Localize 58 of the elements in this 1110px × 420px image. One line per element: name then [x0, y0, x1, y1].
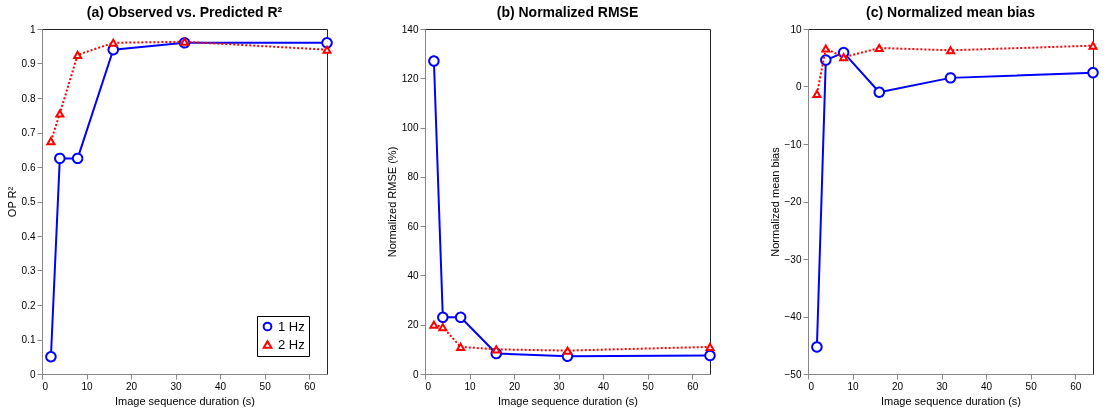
y-tick-label: 0.2 — [21, 299, 36, 311]
x-tick-label: 60 — [1070, 380, 1082, 392]
y-tick-label: 0.1 — [21, 334, 36, 345]
y-tick-label: −10 — [784, 138, 802, 150]
y-tick-label: 0.3 — [21, 265, 36, 276]
y-tick-label: 120 — [401, 72, 419, 84]
y-tick-label: 40 — [407, 269, 419, 281]
x-tick-label: 20 — [126, 380, 138, 392]
y-tick-label: 20 — [407, 319, 419, 331]
y-tick-label: 60 — [407, 220, 419, 232]
y-tick-label: 1 — [29, 23, 36, 35]
chart-title: (b) Normalized RMSE — [496, 4, 639, 20]
y-tick-label: 0.8 — [21, 92, 36, 104]
x-axis-title: Image sequence duration (s) — [880, 394, 1022, 407]
x-tick-label: 30 — [553, 380, 566, 392]
x-tick-label: 40 — [215, 380, 227, 392]
x-tick-label: 20 — [892, 380, 904, 392]
y-axis-title: Normalized RMSE (%) — [385, 146, 398, 258]
x-tick-label: 30 — [170, 380, 183, 392]
x-tick-label: 20 — [509, 380, 521, 392]
x-tick-label: 40 — [981, 380, 993, 392]
y-tick-label: 0 — [795, 81, 802, 92]
y-tick-label: 0.5 — [21, 196, 36, 207]
legend-label: 1 Hz — [278, 318, 305, 334]
y-axis-title: OP R² — [5, 186, 18, 218]
y-tick-label: 0.7 — [21, 127, 36, 138]
x-tick-label: 30 — [936, 380, 949, 392]
y-tick-label: 10 — [790, 23, 802, 35]
y-tick-label: 80 — [407, 171, 419, 183]
y-tick-label: 0 — [29, 368, 36, 380]
x-axis-title: Image sequence duration (s) — [497, 394, 639, 407]
y-axis-title: Normalized mean bias — [768, 146, 781, 257]
x-tick-label: 10 — [464, 380, 477, 392]
y-tick-label: 0.6 — [21, 161, 36, 173]
y-tick-label: 100 — [401, 122, 419, 134]
x-tick-label: 0 — [808, 380, 815, 392]
x-tick-label: 60 — [687, 380, 699, 392]
x-tick-label: 60 — [304, 380, 316, 392]
chart-title: (c) Normalized mean bias — [866, 4, 1036, 20]
x-tick-label: 50 — [642, 380, 655, 392]
x-tick-label: 40 — [598, 380, 610, 392]
y-tick-label: 0 — [412, 368, 419, 380]
x-tick-label: 10 — [847, 380, 860, 392]
y-tick-label: −20 — [784, 196, 802, 207]
x-tick-label: 0 — [42, 380, 49, 392]
y-tick-label: 0.4 — [21, 230, 36, 242]
x-axis-title: Image sequence duration (s) — [114, 394, 256, 407]
y-tick-label: 140 — [401, 23, 419, 35]
y-tick-label: −40 — [784, 311, 802, 322]
y-tick-label: −50 — [784, 368, 802, 380]
x-tick-label: 50 — [1025, 380, 1038, 392]
x-tick-label: 50 — [259, 380, 272, 392]
chart-title: (a) Observed vs. Predicted R² — [86, 4, 283, 20]
y-tick-label: 0.9 — [21, 58, 36, 69]
x-tick-label: 10 — [81, 380, 94, 392]
y-tick-label: −30 — [784, 253, 802, 265]
legend-label: 2 Hz — [278, 336, 305, 352]
x-tick-label: 0 — [425, 380, 432, 392]
